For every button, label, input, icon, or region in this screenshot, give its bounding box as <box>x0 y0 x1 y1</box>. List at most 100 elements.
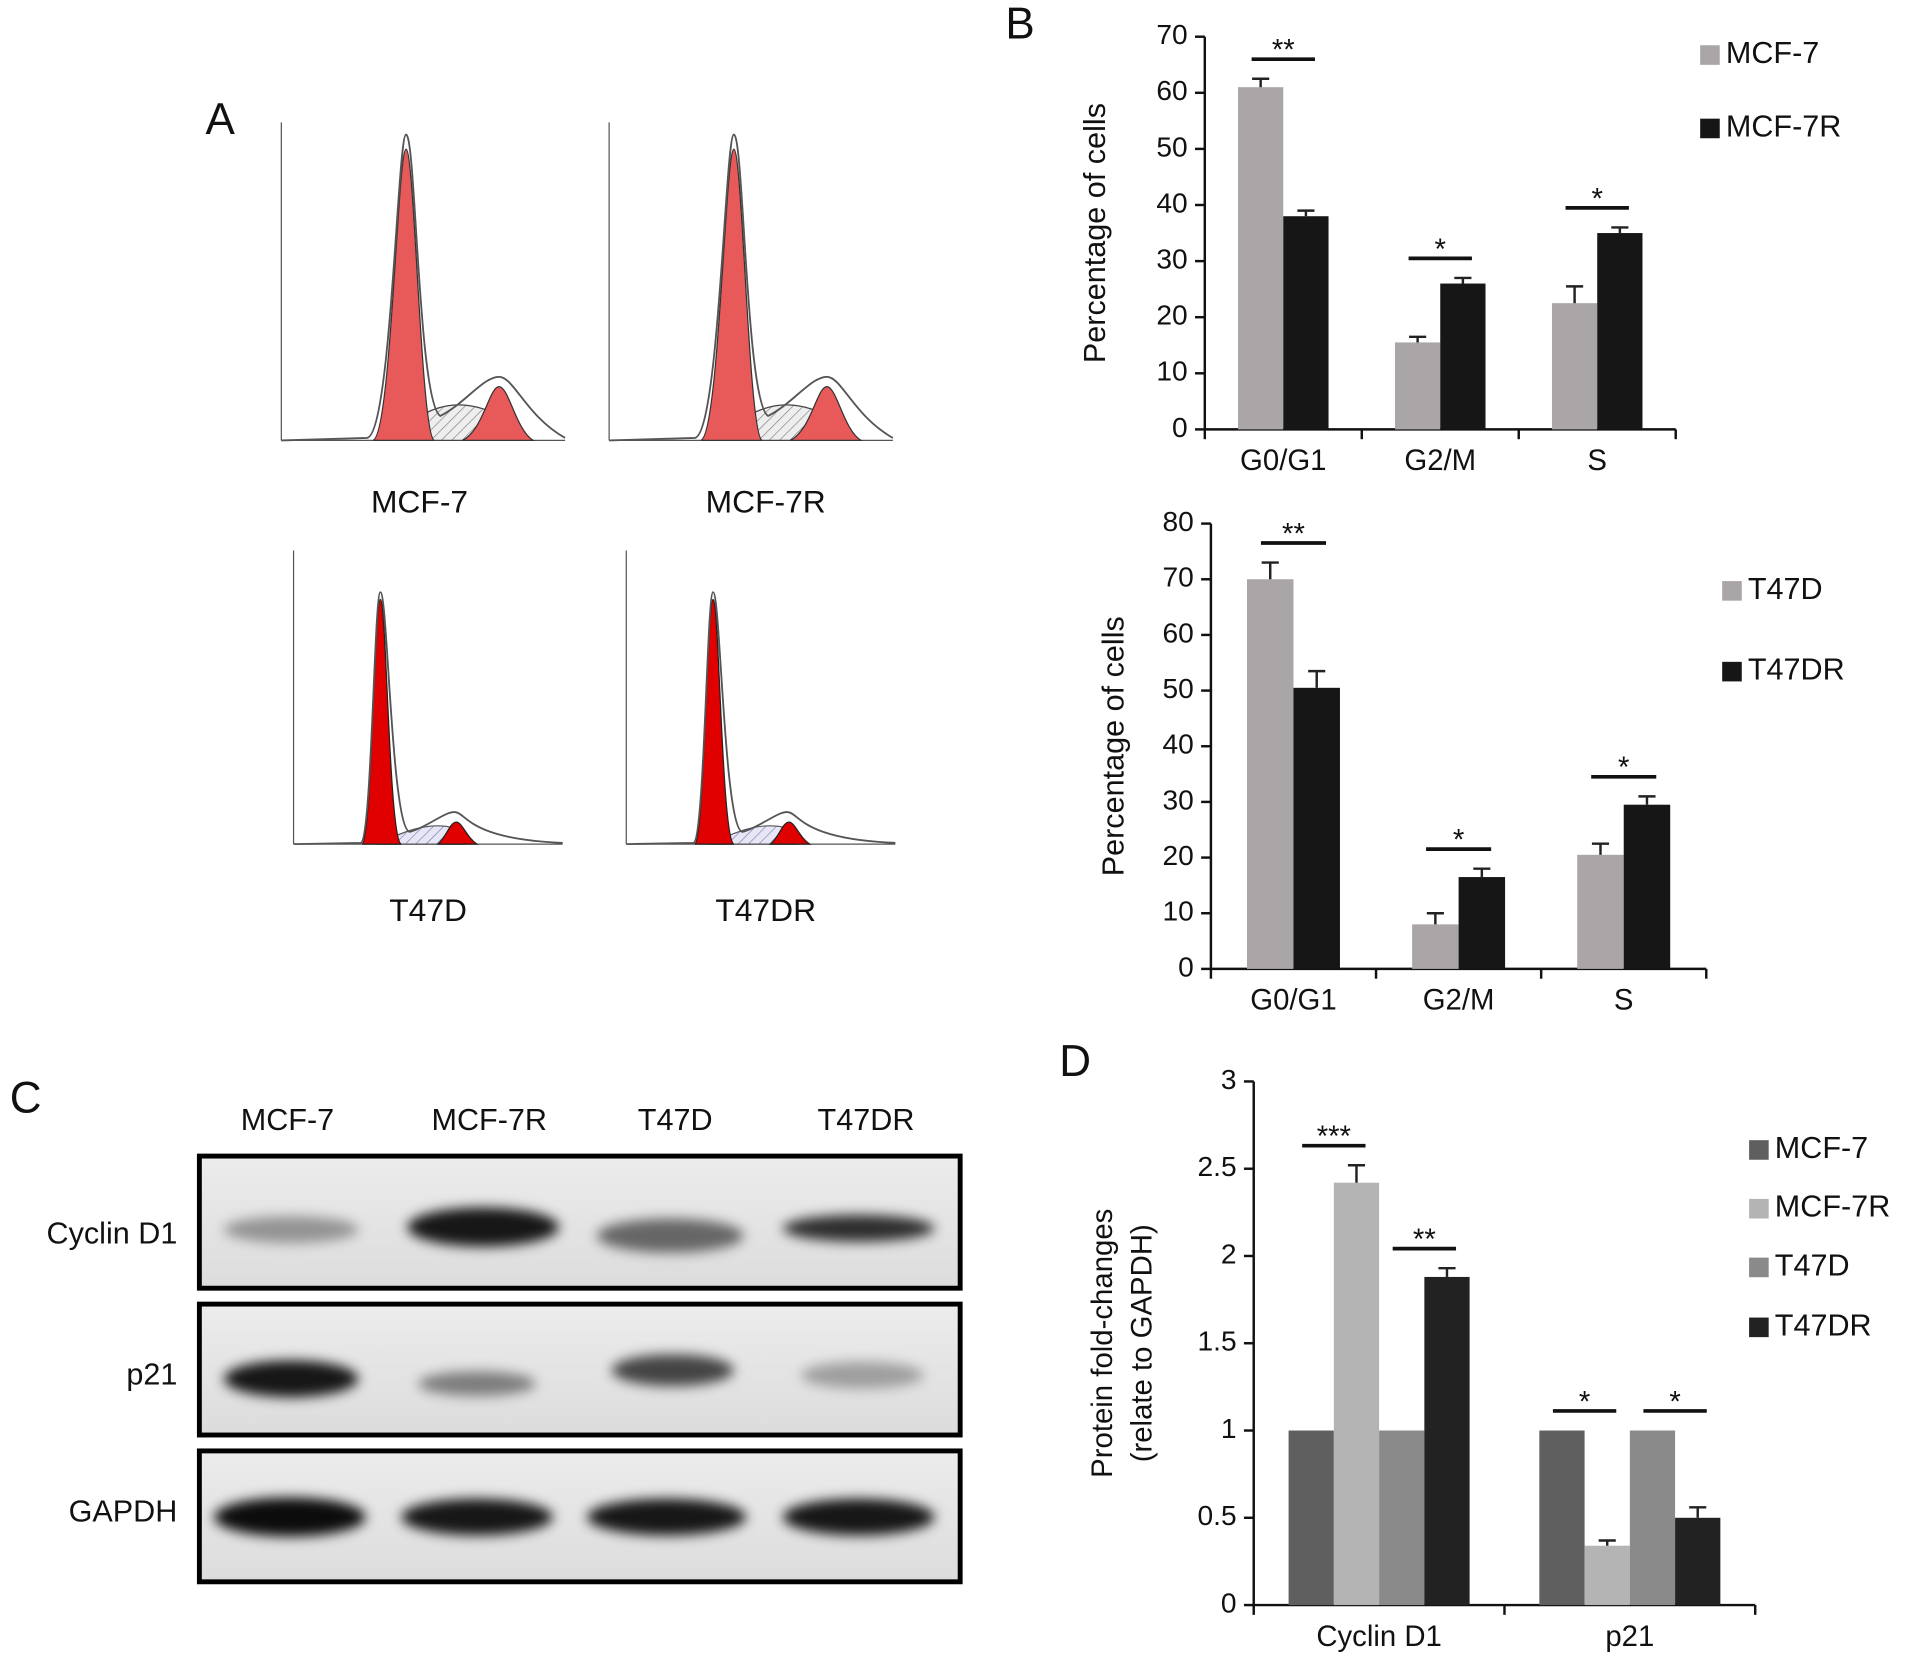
bar <box>1675 1517 1721 1606</box>
legend-swatch <box>1749 1317 1769 1338</box>
legend-label: T47D <box>1775 1248 1850 1282</box>
legend-label: T47DR <box>1775 1308 1872 1342</box>
significance-label: *** <box>1317 1120 1351 1153</box>
bar <box>1629 1430 1676 1606</box>
y-tick-label: 10 <box>1162 896 1193 927</box>
y-tick-label: 40 <box>1156 187 1187 218</box>
y-tick-label: 10 <box>1156 356 1187 387</box>
panel-label: D <box>1059 1037 1091 1086</box>
lane-label: T47DR <box>818 1103 915 1137</box>
lane-label: MCF-7 <box>241 1103 334 1137</box>
y-axis-label: Percentage of cells <box>1078 103 1112 363</box>
x-tick-label: G2/M <box>1423 984 1495 1017</box>
y-tick-label: 40 <box>1162 729 1193 760</box>
significance-label: * <box>1435 233 1446 266</box>
y-axis-label: Percentage of cells <box>1097 616 1131 876</box>
y-tick-label: 20 <box>1162 840 1193 871</box>
significance-label: * <box>1669 1385 1680 1418</box>
legend-label: MCF-7 <box>1726 36 1819 70</box>
bar <box>1584 1545 1630 1606</box>
legend-swatch <box>1749 1257 1769 1278</box>
sample-label: MCF-7 <box>371 483 468 519</box>
bar <box>1238 87 1284 430</box>
bar <box>1424 1276 1470 1606</box>
y-tick-label: 0 <box>1172 412 1188 443</box>
panel-label: A <box>205 95 235 144</box>
y-tick-label: 0.5 <box>1197 1500 1236 1531</box>
panel-label: B <box>1005 0 1034 49</box>
legend-label: T47DR <box>1748 653 1845 687</box>
legend-label: T47D <box>1748 572 1823 606</box>
bar <box>1246 579 1294 969</box>
legend-label: MCF-7R <box>1726 110 1842 144</box>
bar <box>1551 303 1598 430</box>
significance-label: * <box>1453 824 1464 857</box>
y-tick-label: 1.5 <box>1197 1326 1236 1357</box>
flow-histogram <box>608 121 894 442</box>
bar <box>1412 924 1459 969</box>
legend-swatch <box>1722 661 1742 682</box>
x-tick-label: S <box>1587 444 1607 477</box>
legend-swatch <box>1749 1140 1769 1160</box>
bar <box>1394 342 1441 430</box>
protein-label: p21 <box>126 1357 177 1391</box>
y-tick-label: 30 <box>1156 244 1187 275</box>
sample-label: MCF-7R <box>706 483 826 519</box>
x-tick-label: G2/M <box>1404 444 1476 477</box>
y-tick-label: 0 <box>1178 951 1194 982</box>
legend-swatch <box>1700 118 1720 139</box>
y-tick-label: 2.5 <box>1197 1151 1236 1182</box>
bar <box>1597 233 1643 430</box>
x-tick-label: G0/G1 <box>1250 984 1336 1017</box>
sample-label: T47D <box>389 892 467 928</box>
y-tick-label: 80 <box>1162 506 1193 537</box>
sample-label: T47DR <box>715 892 816 928</box>
significance-label: ** <box>1272 34 1295 67</box>
bar <box>1288 1430 1334 1606</box>
bar <box>1379 1430 1425 1606</box>
x-tick-label: G0/G1 <box>1240 444 1326 477</box>
lane-label: MCF-7R <box>432 1103 548 1137</box>
y-tick-label: 1 <box>1221 1413 1237 1444</box>
y-tick-label: 2 <box>1221 1238 1237 1269</box>
significance-label: * <box>1592 182 1603 215</box>
y-tick-label: 50 <box>1156 131 1187 162</box>
x-tick-label: p21 <box>1605 1620 1654 1653</box>
bar <box>1293 687 1340 969</box>
x-tick-label: Cyclin D1 <box>1316 1620 1442 1653</box>
y-axis-label: Protein fold-changes <box>1086 1209 1119 1478</box>
bar <box>1577 854 1624 969</box>
flow-histogram <box>280 121 567 442</box>
y-tick-label: 30 <box>1162 784 1193 815</box>
x-tick-label: S <box>1614 984 1634 1017</box>
y-tick-label: 60 <box>1162 617 1193 648</box>
blot <box>196 1153 963 1585</box>
bar <box>1283 216 1329 430</box>
y-axis-label: (relate to GAPDH) <box>1125 1224 1158 1462</box>
significance-label: * <box>1618 751 1629 784</box>
legend-swatch <box>1700 45 1720 65</box>
legend-label: MCF-7 <box>1775 1131 1868 1165</box>
bar <box>1440 283 1486 430</box>
bar <box>1623 804 1671 969</box>
bar <box>1458 877 1506 969</box>
y-tick-label: 70 <box>1162 562 1193 593</box>
flow-histogram <box>292 549 564 846</box>
significance-label: * <box>1579 1385 1590 1418</box>
significance-label: ** <box>1413 1223 1436 1256</box>
y-tick-label: 3 <box>1221 1064 1237 1095</box>
flow-histogram <box>625 549 897 846</box>
bar <box>1539 1430 1585 1606</box>
y-tick-label: 20 <box>1156 300 1187 331</box>
legend-label: MCF-7R <box>1775 1190 1891 1224</box>
y-tick-label: 60 <box>1156 75 1187 106</box>
lane-label: T47D <box>638 1103 713 1137</box>
y-tick-label: 0 <box>1221 1587 1237 1618</box>
bar <box>1333 1182 1380 1606</box>
significance-label: ** <box>1282 517 1305 550</box>
protein-label: GAPDH <box>69 1494 178 1528</box>
y-tick-label: 70 <box>1156 19 1187 50</box>
legend-swatch <box>1749 1198 1769 1219</box>
